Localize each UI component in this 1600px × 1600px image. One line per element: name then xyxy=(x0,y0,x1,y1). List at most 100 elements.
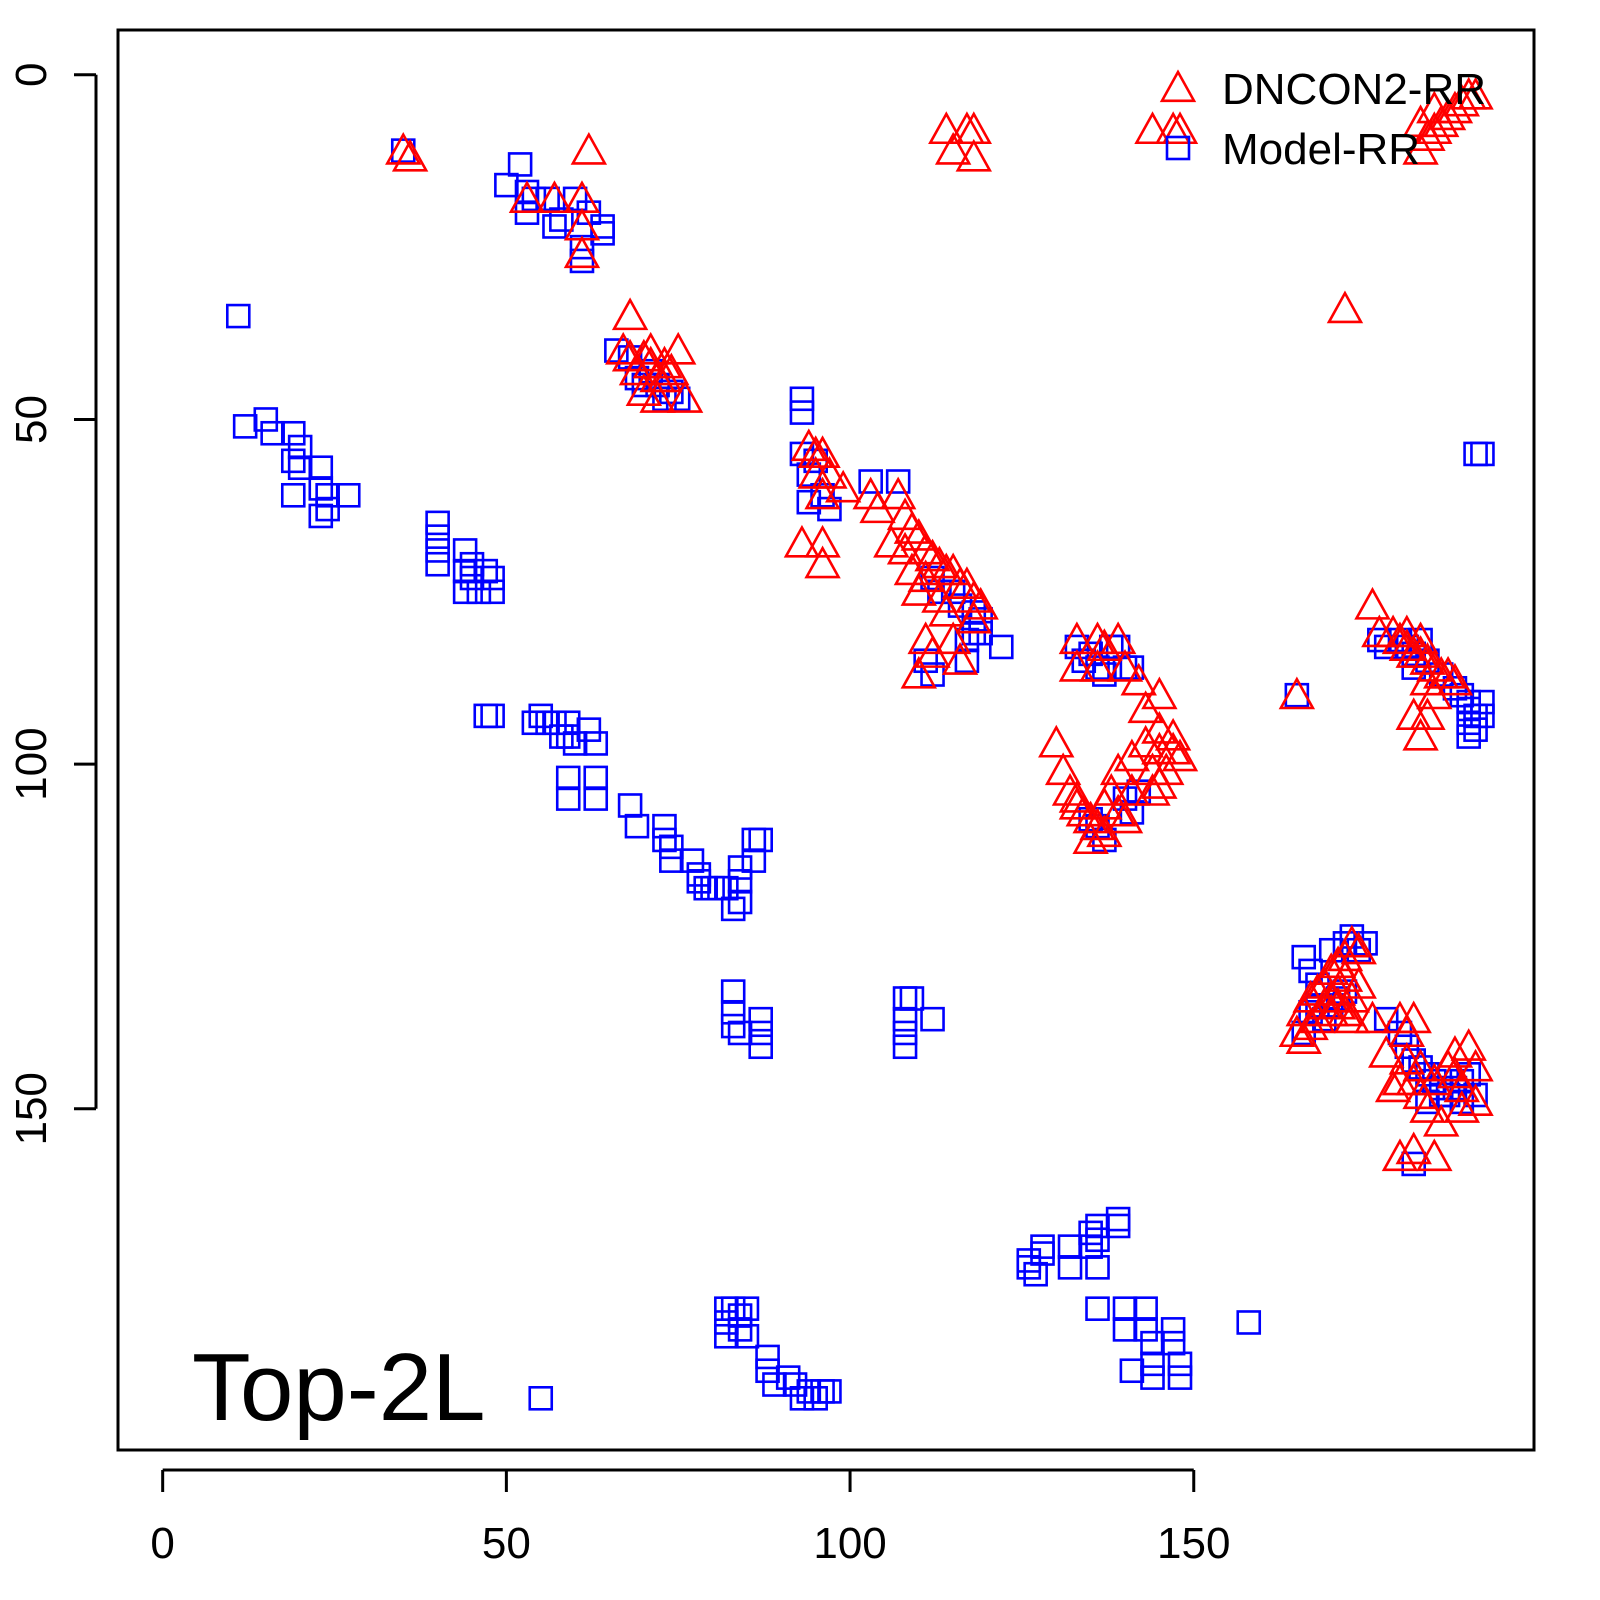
model-rr-point xyxy=(1167,1351,1193,1377)
series-model-rr xyxy=(225,138,1495,1411)
model-rr-point xyxy=(555,710,581,736)
dncon2-rr-point xyxy=(1326,959,1364,992)
model-rr-point xyxy=(1078,1234,1103,1259)
dncon2-rr-point xyxy=(1127,690,1164,724)
dncon2-rr-point xyxy=(660,331,697,365)
model-rr-point xyxy=(1112,1317,1138,1342)
model-rr-point xyxy=(734,1323,760,1349)
dncon2-rr-point xyxy=(1436,662,1474,696)
dncon2-rr-point xyxy=(934,621,972,655)
dncon2-rr-point xyxy=(1079,648,1116,682)
model-rr-point xyxy=(789,400,815,425)
dncon2-rr-point xyxy=(1457,76,1494,110)
dncon2-rr-point xyxy=(879,476,917,510)
model-rr-point xyxy=(1105,1213,1131,1239)
dncon2-rr-point xyxy=(1154,717,1192,751)
model-rr-point xyxy=(1167,1365,1193,1390)
model-rr-point xyxy=(507,152,533,177)
model-rr-point xyxy=(308,476,334,501)
dncon2-rr-point xyxy=(646,345,683,379)
dncon2-rr-point xyxy=(886,531,924,565)
model-rr-point xyxy=(459,551,485,577)
dncon2-rr-point xyxy=(1450,1028,1487,1061)
model-rr-point xyxy=(762,1372,787,1397)
model-rr-point xyxy=(748,1006,773,1032)
model-rr-point xyxy=(727,869,753,894)
model-rr-point xyxy=(727,855,753,880)
dncon2-rr-point xyxy=(611,297,649,331)
model-rr-point xyxy=(1064,634,1090,660)
model-rr-point xyxy=(1023,1261,1048,1287)
dncon2-rr-point xyxy=(893,511,931,544)
dncon2-rr-point xyxy=(1354,1000,1391,1034)
dncon2-rr-point xyxy=(1161,111,1199,145)
model-rr-point xyxy=(542,710,567,736)
dncon2-rr-point xyxy=(1038,724,1075,758)
top-2l-annotation: Top-2L xyxy=(192,1334,486,1441)
model-rr-point xyxy=(885,469,911,494)
legend: DNCON2-RR Model-RR xyxy=(1159,65,1486,174)
legend-label-model-rr: Model-RR xyxy=(1222,125,1420,174)
model-rr-point xyxy=(659,848,684,873)
model-rr-point xyxy=(425,538,450,563)
model-rr-point xyxy=(803,1386,828,1411)
model-rr-point xyxy=(714,1323,739,1349)
model-rr-point xyxy=(466,579,492,605)
model-rr-point xyxy=(280,448,306,474)
dncon2-rr-point xyxy=(1443,83,1481,117)
model-rr-point xyxy=(617,793,643,818)
dncon2-rr-point xyxy=(508,180,546,213)
model-rr-point xyxy=(1030,1241,1055,1266)
y-tick-label: 100 xyxy=(7,727,56,800)
x-tick-label: 0 xyxy=(150,1519,174,1568)
dncon2-rr-point xyxy=(1141,676,1178,710)
model-rr-point xyxy=(425,524,450,549)
model-rr-point xyxy=(452,538,478,563)
dncon2-rr-point xyxy=(605,331,642,365)
model-rr-point xyxy=(748,1020,773,1046)
dncon2-rr-point xyxy=(934,131,972,165)
dncon2-rr-point xyxy=(804,524,841,558)
model-rr-point xyxy=(308,455,334,481)
dncon2-rr-point xyxy=(900,655,938,689)
dncon2-rr-point xyxy=(1161,738,1199,772)
model-rr-point xyxy=(727,889,753,915)
dncon2-rr-point xyxy=(570,131,608,165)
model-rr-point xyxy=(569,248,595,274)
model-rr-point xyxy=(789,1386,815,1411)
model-rr-point xyxy=(810,482,835,508)
model-rr-point xyxy=(480,565,505,591)
dncon2-rr-point xyxy=(1044,752,1082,786)
model-rr-point xyxy=(720,979,746,1004)
model-rr-point xyxy=(775,1365,801,1390)
dncon2-rr-point xyxy=(653,352,690,386)
model-rr-point xyxy=(748,1034,773,1060)
dncon2-rr-point xyxy=(1388,614,1426,648)
model-rr-point xyxy=(707,875,732,901)
model-rr-point xyxy=(1456,710,1481,736)
dncon2-rr-point xyxy=(1443,1069,1481,1103)
model-rr-point xyxy=(899,986,925,1011)
model-rr-point xyxy=(720,896,746,922)
model-rr-point xyxy=(892,1006,918,1032)
model-rr-point xyxy=(1085,1296,1110,1321)
legend-label-dncon2-rr: DNCON2-RR xyxy=(1222,65,1486,114)
model-rr-point xyxy=(817,1379,842,1404)
model-rr-point xyxy=(796,489,822,515)
dncon2-rr-point xyxy=(804,545,841,579)
dncon2-rr-point xyxy=(955,600,992,634)
model-rr-point xyxy=(583,765,609,791)
dncon2-rr-point xyxy=(1333,1000,1371,1034)
model-rr-point xyxy=(679,848,705,873)
dncon2-rr-point xyxy=(563,235,601,269)
dncon2-rr-point xyxy=(1278,676,1316,710)
dncon2-rr-point xyxy=(873,524,910,558)
model-rr-point xyxy=(686,869,712,894)
dncon2-rr-point xyxy=(824,469,862,503)
dncon2-rr-point xyxy=(1072,821,1109,855)
dncon2-rr-point xyxy=(1388,1014,1426,1048)
dncon2-rr-point xyxy=(955,138,992,172)
model-rr-point xyxy=(1078,1220,1103,1246)
dncon2-rr-point xyxy=(1381,1138,1419,1172)
model-rr-point xyxy=(1105,1206,1131,1232)
